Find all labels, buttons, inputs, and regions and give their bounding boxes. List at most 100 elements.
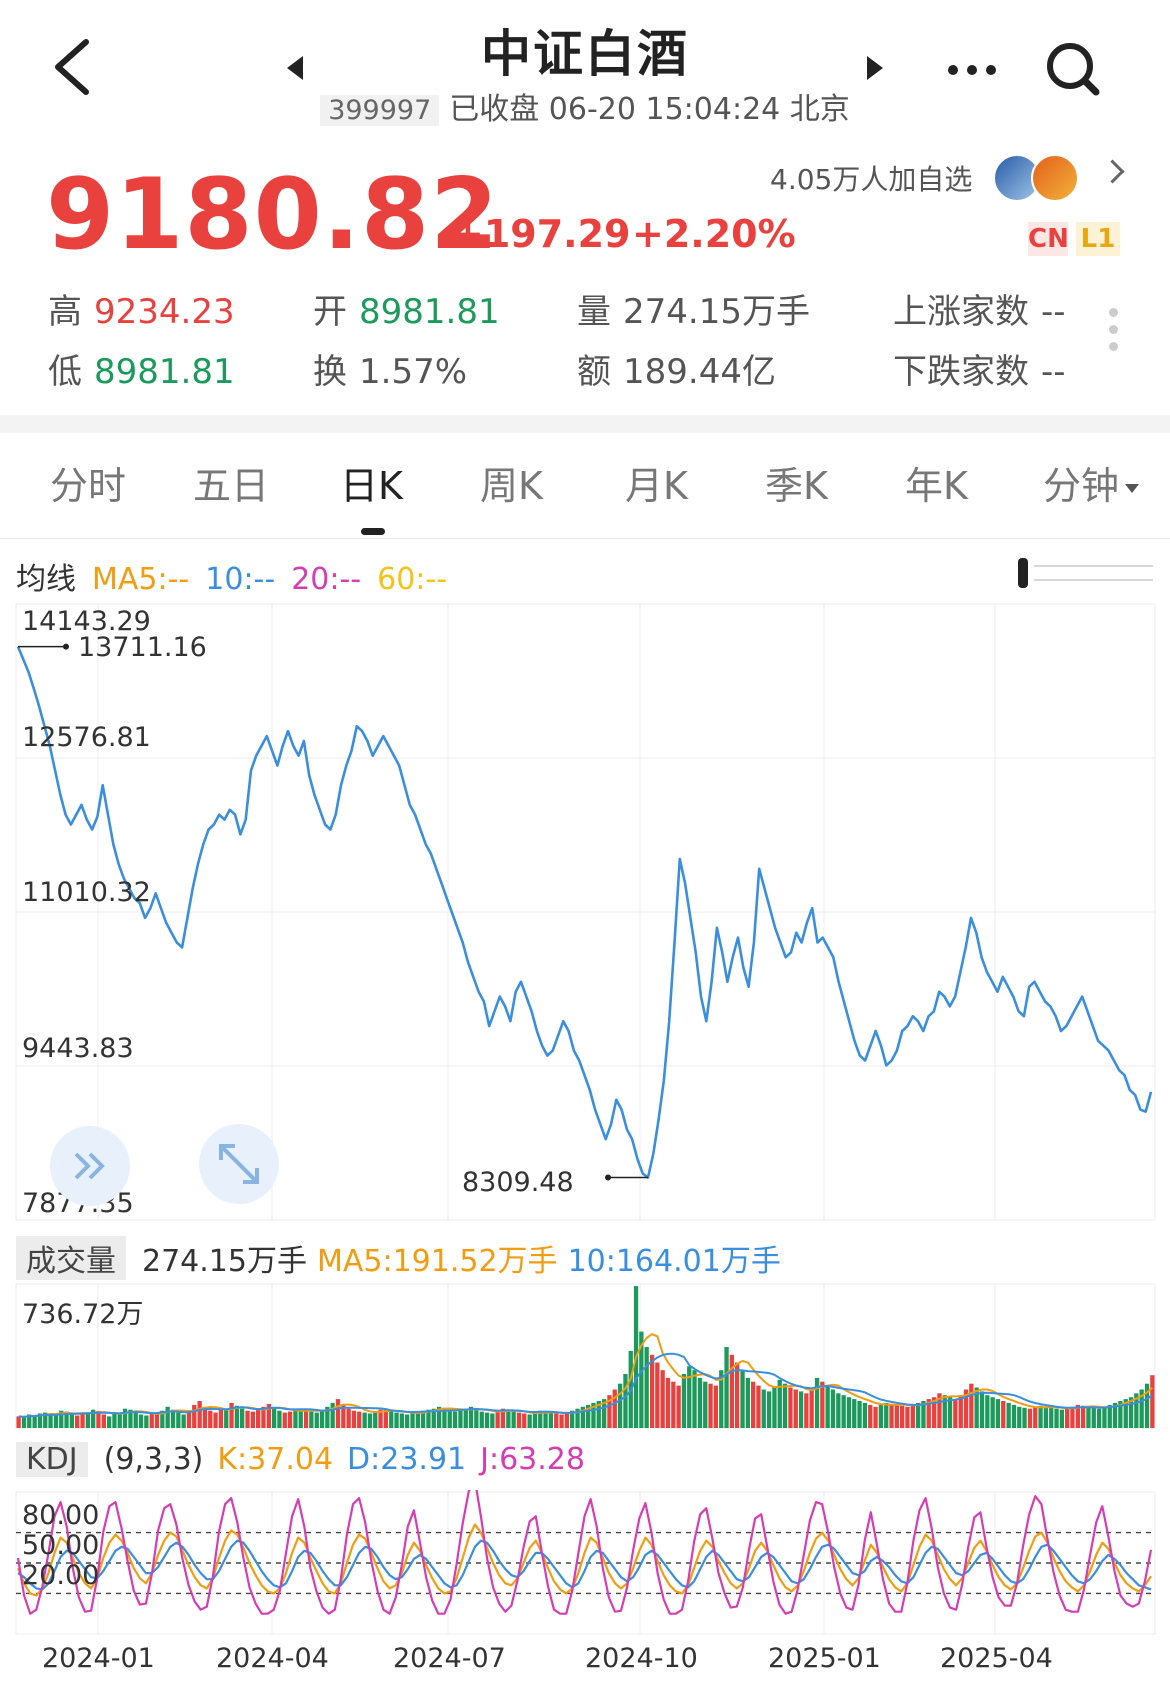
volume-legend[interactable]: 成交量 274.15万手 MA5:191.52万手 10:164.01万手 [16,1236,781,1280]
x-tick-label: 2024-01 [42,1643,155,1674]
kdj-chart[interactable] [0,1490,1170,1636]
volume-bar [43,1412,48,1428]
volume-bar [1022,1407,1027,1428]
current-price: 9180.82 [46,158,500,272]
prev-stock-icon[interactable] [287,56,303,80]
price-change: +197.29 [452,212,631,256]
tab-niank[interactable]: 年K [905,464,968,508]
stat-value: -- [1041,352,1066,392]
volume-bar [48,1414,53,1428]
volume-bar [415,1411,420,1428]
kdj-legend[interactable]: KDJ (9,3,3) K:37.04 D:23.91 J:63.28 [16,1442,585,1477]
volume-bar [873,1406,878,1428]
stat-label: 量 [577,292,611,332]
volume-bar [767,1391,772,1428]
chevron-right-icon[interactable] [1100,159,1125,184]
zoom-slider[interactable] [1018,556,1153,590]
volume-bar [1027,1408,1033,1428]
high-marker-dot [63,643,69,650]
back-icon[interactable] [50,38,98,96]
volume-bar [21,1417,27,1428]
volume-bar [373,1411,378,1428]
volume-bar [474,1409,479,1428]
volume-max-label: 736.72万 [22,1299,144,1330]
volume-bar [782,1383,788,1428]
volume-bar [1070,1406,1075,1428]
y-tick-label: 12576.81 [22,722,151,753]
volume-bar [665,1377,671,1428]
kdj-j-line [16,1490,1153,1615]
volume-bar [612,1389,617,1428]
volume-bar [224,1408,229,1428]
volume-bar [452,1411,458,1428]
volume-bar [1134,1393,1139,1428]
volume-bar [1112,1402,1118,1428]
volume-bar [463,1408,468,1428]
volume-bar [979,1391,985,1428]
expand-stats-icon[interactable] [1109,308,1119,358]
volume-bar [1049,1407,1054,1428]
volume-bar [538,1410,543,1428]
stat-value: 8981.81 [94,352,235,392]
volume-bar [181,1414,186,1428]
volume-bar [437,1406,442,1428]
volume-value: 274.15万手 [142,1244,307,1279]
volume-bar [708,1383,713,1428]
avatar [1031,154,1079,202]
volume-bar [282,1412,287,1428]
volume-bar [117,1412,122,1428]
volume-bar [586,1404,591,1428]
volume-bar [798,1391,804,1428]
tab-yuek[interactable]: 月K [625,464,688,508]
volume-bar [990,1397,995,1428]
tab-rik[interactable]: 日K [340,464,403,508]
volume-bar [64,1411,69,1428]
fullscreen-button[interactable] [199,1124,279,1204]
volume-bar [405,1414,410,1428]
volume-bar [511,1411,516,1428]
volume-bar [580,1406,585,1428]
kdj-tick-label: 80.00 [22,1500,100,1531]
x-tick-label: 2024-07 [393,1643,506,1674]
volume-bar [825,1385,830,1428]
volume-bar [995,1399,1001,1428]
volume-bar [128,1409,133,1428]
stat-open: 开 8981.81 [313,284,500,333]
volume-bar [963,1389,969,1428]
volume-bar [1086,1406,1091,1428]
more-icon[interactable] [948,60,1008,76]
price-chart[interactable] [0,600,1170,1225]
volume-bar [202,1406,208,1428]
stat-down-count: 下跌家数 -- [893,344,1066,393]
tab-jik[interactable]: 季K [765,464,828,508]
ma5-value: MA5:-- [92,562,190,597]
volume-bar [1011,1404,1017,1428]
volume-bar [846,1397,852,1428]
tab-fenzhong[interactable]: 分钟 [1043,455,1140,510]
volume-bar [756,1385,761,1428]
chevron-down-icon [1125,484,1140,493]
next-stock-icon[interactable] [867,56,883,80]
volume-bar [101,1414,106,1428]
high-marker-label: 13711.16 [78,632,207,663]
volume-bar [500,1408,506,1428]
volume-bar [479,1411,484,1428]
followers-count[interactable]: 4.05万人加自选 [770,163,973,196]
volume-bar [96,1411,101,1428]
y-tick-label: 11010.32 [22,877,151,908]
ma-legend[interactable]: 均线 MA5:-- 10:-- 20:-- 60:-- [16,554,463,598]
volume-chart[interactable] [0,1282,1170,1430]
expand-panel-button[interactable] [50,1126,130,1206]
status-line: 399997 已收盘 06-20 15:04:24 北京 [0,84,1170,128]
volume-bar [160,1410,165,1428]
tab-zhouk[interactable]: 周K [480,464,543,508]
volume-bar [112,1413,117,1428]
tab-wuri[interactable]: 五日 [193,464,270,508]
stat-label: 开 [313,292,347,332]
stat-volume: 量 274.15万手 [577,284,810,333]
volume-bar [165,1406,170,1428]
stat-value: 8981.81 [359,292,500,332]
tab-fenshi[interactable]: 分时 [50,464,127,508]
search-icon[interactable] [1044,40,1104,100]
volume-bar [32,1415,37,1428]
